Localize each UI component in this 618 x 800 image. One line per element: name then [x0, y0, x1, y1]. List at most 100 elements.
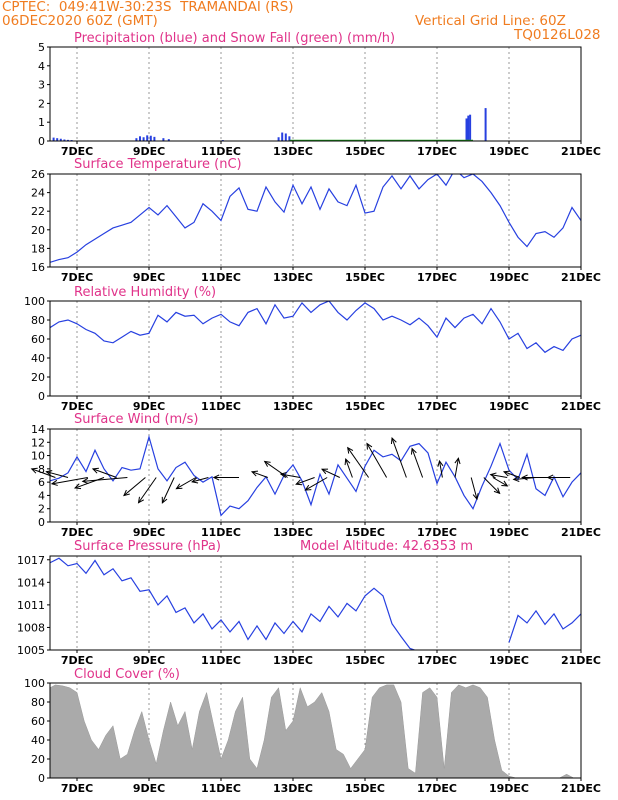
y-tick-label: 100: [24, 295, 45, 308]
y-tick-label: 22: [31, 205, 45, 218]
y-tick-label: 20: [31, 224, 45, 237]
precip-bar: [162, 138, 165, 141]
pressure-panel: 1005 1008 1011 1014 1017 7DEC 9DEC 11DEC 13DEC 15…: [17, 539, 601, 667]
y-tick-label: 14: [31, 423, 45, 436]
x-tick-label: 7DEC: [61, 145, 93, 158]
panel-title: Relative Humidity (%): [74, 285, 216, 300]
wind-arrow: [212, 474, 239, 481]
panel-title: Cloud Cover (%): [74, 667, 180, 682]
precip-bar: [284, 133, 287, 141]
precip-bar: [467, 115, 470, 141]
cloud-cover-panel: 0 20 40 60 80 100 7DEC 9DEC 11DEC 13DEC 15DEC 17DEC…: [24, 667, 601, 795]
y-tick-label: 1014: [17, 576, 45, 589]
wind-arrow: [191, 477, 209, 484]
precip-bar: [484, 108, 487, 141]
plot-frame: [49, 46, 582, 142]
x-tick-label: 13DEC: [273, 526, 313, 539]
x-tick-label: 21DEC: [561, 782, 601, 795]
x-tick-label: 19DEC: [489, 400, 529, 413]
wind-arrow: [161, 477, 175, 504]
y-tick-label: 60: [31, 715, 45, 728]
x-tick-label: 17DEC: [417, 271, 457, 284]
x-tick-label: 17DEC: [417, 526, 457, 539]
series-line-2: [508, 609, 581, 643]
y-tick-label: 60: [31, 333, 45, 346]
precip-bar: [167, 139, 170, 141]
y-tick-label: 1017: [17, 554, 45, 567]
y-tick-label: 1005: [17, 644, 45, 657]
wind-arrow: [320, 468, 341, 478]
x-tick-label: 7DEC: [61, 271, 93, 284]
x-tick-label: 17DEC: [417, 782, 457, 795]
precip-bar: [465, 118, 468, 141]
data-layer: [50, 301, 581, 354]
wind-arrow: [344, 458, 353, 478]
x-tick-label: 7DEC: [61, 526, 93, 539]
y-tick-label: 8: [38, 463, 45, 476]
x-tick-label: 7DEC: [61, 654, 93, 667]
wind-arrow: [483, 477, 501, 495]
precip-bar: [142, 137, 145, 141]
precip-bar: [67, 139, 69, 141]
wind-arrow: [137, 477, 157, 504]
x-tick-label: 11DEC: [201, 400, 241, 413]
x-tick-label: 19DEC: [489, 145, 529, 158]
precip-bar: [52, 137, 55, 141]
data-layer: [50, 557, 581, 650]
y-tick-label: 2: [38, 503, 45, 516]
x-tick-label: 9DEC: [133, 526, 165, 539]
x-tick-label: 11DEC: [201, 654, 241, 667]
y-tick-label: 5: [38, 41, 45, 54]
data-layer: [50, 684, 581, 778]
x-tick-label: 15DEC: [345, 782, 385, 795]
precip-bar: [56, 138, 59, 141]
y-tick-label: 1: [38, 116, 45, 129]
wind-arrow: [410, 447, 424, 478]
wind-arrow: [492, 477, 509, 487]
header-model-code: TQ0126L028: [514, 27, 601, 43]
panel-title: Surface Temperature (nC): [74, 157, 242, 172]
plot-frame: [49, 428, 582, 523]
x-tick-label: 21DEC: [561, 145, 601, 158]
x-tick-label: 19DEC: [489, 654, 529, 667]
wind-arrow: [50, 477, 88, 486]
x-tick-label: 13DEC: [273, 145, 313, 158]
wind-arrow: [250, 470, 268, 478]
wind-arrow: [502, 470, 520, 478]
x-tick-label: 7DEC: [61, 782, 93, 795]
x-tick-label: 11DEC: [201, 271, 241, 284]
y-tick-label: 0: [38, 390, 45, 403]
y-tick-label: 3: [38, 79, 45, 92]
wind-arrow: [390, 436, 407, 478]
y-tick-label: 1008: [17, 621, 45, 634]
x-tick-label: 13DEC: [273, 271, 313, 284]
temperature-panel: 16 18 20 22 24 26 7DEC 9DEC 11DEC 13DEC 15DEC 17DEC…: [31, 157, 601, 284]
y-tick-label: 40: [31, 352, 45, 365]
data-layer: [52, 108, 487, 141]
wind-arrow: [295, 477, 315, 486]
x-tick-label: 7DEC: [61, 400, 93, 413]
y-tick-label: 80: [31, 696, 45, 709]
wind-arrow: [366, 442, 388, 478]
x-tick-label: 13DEC: [273, 400, 313, 413]
precip-bar: [469, 114, 472, 141]
precip-bar: [139, 136, 141, 141]
y-tick-label: 20: [31, 753, 45, 766]
y-tick-label: 12: [31, 436, 45, 449]
wind-arrow: [81, 477, 128, 485]
y-tick-label: 20: [31, 371, 45, 384]
y-tick-label: 0: [38, 772, 45, 785]
wind-arrow: [454, 457, 461, 478]
series-line: [50, 301, 581, 354]
series-line: [50, 434, 581, 517]
precip-bar: [281, 132, 284, 141]
precip-bar: [146, 135, 149, 141]
x-tick-label: 9DEC: [133, 145, 165, 158]
wind-arrow: [470, 477, 479, 501]
wind-arrow: [437, 459, 444, 478]
wind-arrow: [546, 474, 571, 481]
x-tick-label: 11DEC: [201, 145, 241, 158]
x-tick-label: 15DEC: [345, 400, 385, 413]
plot-frame: [49, 300, 582, 397]
precip-bar: [135, 138, 138, 141]
